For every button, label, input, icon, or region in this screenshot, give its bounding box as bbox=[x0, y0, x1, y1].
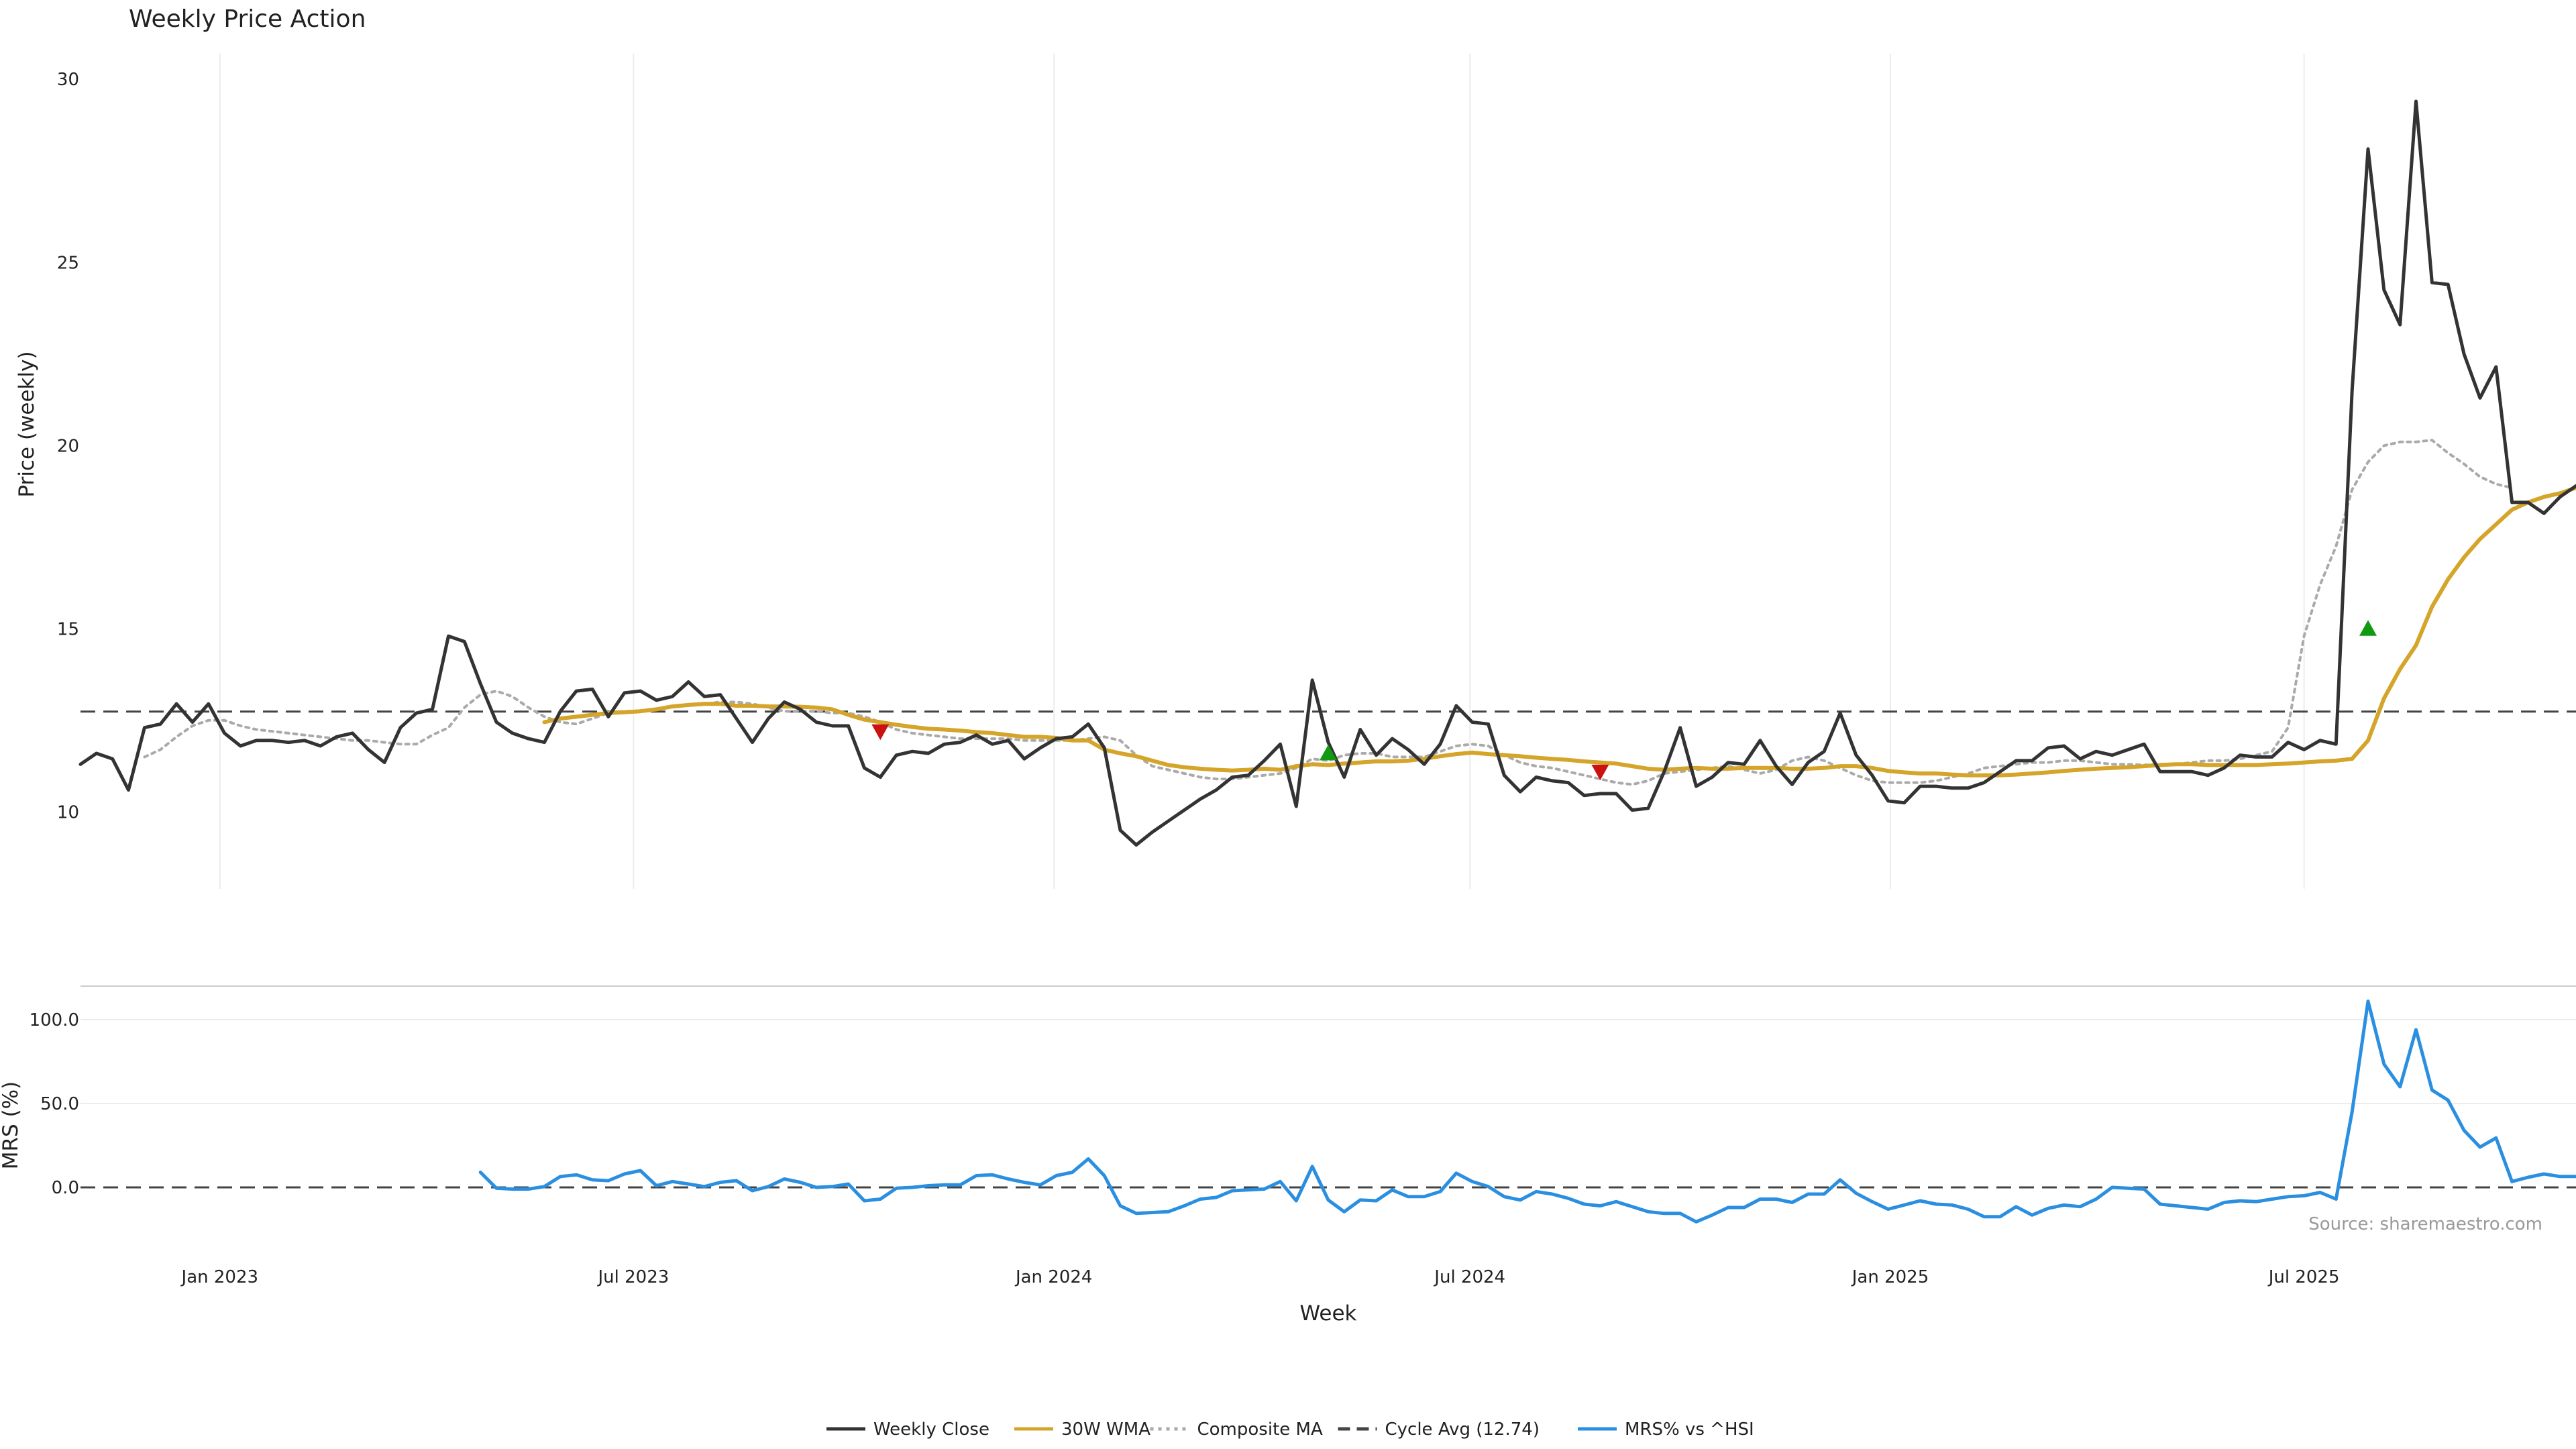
legend-item-0: Weekly Close bbox=[826, 1419, 989, 1440]
legend-item-4: MRS% vs ^HSI bbox=[1578, 1419, 1754, 1440]
legend-label-4: MRS% vs ^HSI bbox=[1625, 1419, 1754, 1440]
legend-item-2: Composite MA bbox=[1150, 1419, 1323, 1440]
legend-label-0: Weekly Close bbox=[873, 1419, 989, 1440]
mrs-ytick-label-1: 50.0 bbox=[40, 1094, 79, 1114]
xaxis-label: Week bbox=[1300, 1301, 1357, 1326]
composite-ma-series bbox=[143, 439, 2514, 786]
buy-signal-marker-3 bbox=[2359, 620, 2377, 636]
legend-item-3: Cycle Avg (12.74) bbox=[1338, 1419, 1540, 1440]
wma-30w-series bbox=[542, 485, 2576, 777]
buy-signal-marker-1 bbox=[1320, 744, 1337, 761]
sell-signal-marker-0 bbox=[871, 724, 890, 741]
xtick-label-2: Jan 2024 bbox=[1014, 1267, 1093, 1287]
xtick-label-1: Jul 2023 bbox=[596, 1267, 669, 1287]
legend-label-1: 30W WMA bbox=[1061, 1419, 1150, 1440]
price-ylabel: Price (weekly) bbox=[15, 351, 39, 497]
mrs-ytick-label-0: 0.0 bbox=[52, 1178, 79, 1198]
weekly-close-series bbox=[78, 99, 2576, 847]
price-ytick-label-1: 15 bbox=[57, 619, 79, 639]
mrs-ylabel: MRS (%) bbox=[0, 1081, 23, 1169]
legend-label-3: Cycle Avg (12.74) bbox=[1385, 1419, 1540, 1440]
xtick-label-5: Jul 2025 bbox=[2267, 1267, 2340, 1287]
mrs-series bbox=[478, 1000, 2576, 1224]
price-ytick-label-3: 25 bbox=[57, 253, 79, 273]
xtick-label-3: Jul 2024 bbox=[1433, 1267, 1505, 1287]
chart-title: Weekly Price Action bbox=[129, 5, 366, 33]
source-note: Source: sharemaestro.com bbox=[2308, 1214, 2542, 1234]
sell-signal-marker-2 bbox=[1591, 764, 1609, 781]
legend-label-2: Composite MA bbox=[1197, 1419, 1323, 1440]
mrs-ytick-label-2: 100.0 bbox=[30, 1010, 79, 1030]
price-ytick-label-0: 10 bbox=[57, 802, 79, 822]
xtick-label-4: Jan 2025 bbox=[1851, 1267, 1929, 1287]
xtick-label-0: Jan 2023 bbox=[180, 1267, 259, 1287]
price-ytick-label-2: 20 bbox=[57, 436, 79, 456]
price-ytick-label-4: 30 bbox=[57, 70, 79, 90]
legend-item-1: 30W WMA bbox=[1014, 1419, 1150, 1440]
